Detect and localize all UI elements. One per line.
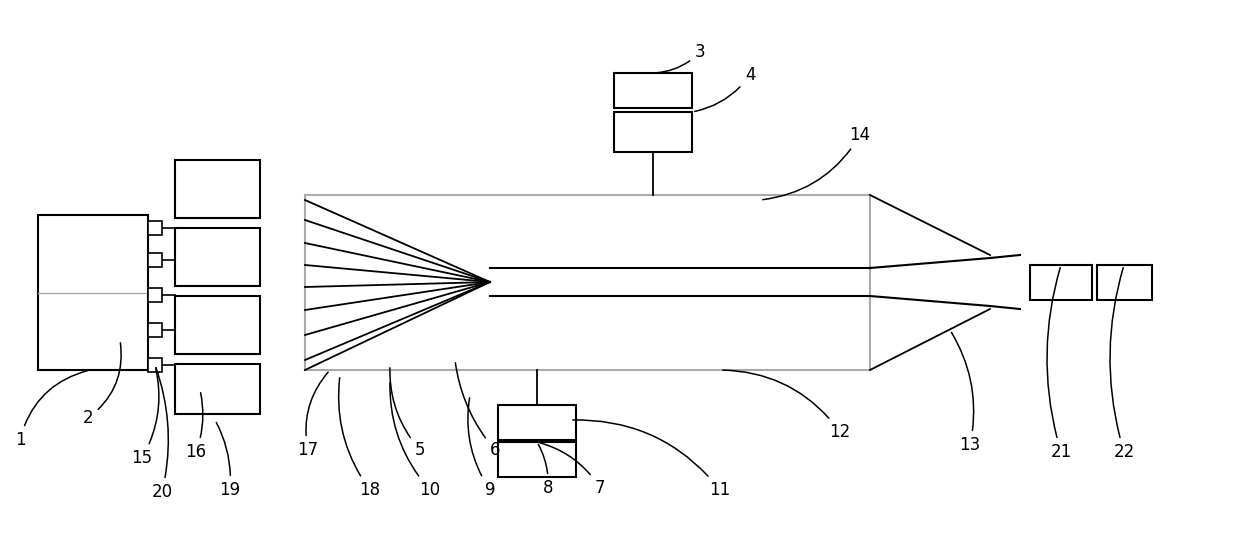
Text: 22: 22	[1110, 268, 1135, 461]
Bar	[148, 221, 162, 235]
Text: 15: 15	[131, 368, 159, 467]
Text: 8: 8	[538, 444, 553, 497]
Bar	[175, 296, 260, 354]
Text: 20: 20	[151, 368, 172, 501]
Text: 11: 11	[573, 420, 730, 499]
Text: 18: 18	[339, 378, 381, 499]
Bar	[1097, 265, 1152, 300]
Bar	[148, 358, 162, 372]
Text: 1: 1	[15, 371, 87, 449]
Bar	[175, 364, 260, 414]
Text: 12: 12	[723, 370, 851, 441]
Text: 14: 14	[763, 126, 870, 200]
Bar	[1030, 265, 1092, 300]
Text: 3: 3	[656, 43, 706, 73]
Bar	[38, 215, 148, 370]
Bar	[498, 405, 577, 440]
Text: 17: 17	[298, 372, 329, 459]
Text: 16: 16	[186, 393, 207, 461]
Text: 7: 7	[539, 443, 605, 497]
Text: 9: 9	[467, 398, 495, 499]
Text: 6: 6	[455, 363, 500, 459]
Bar	[148, 288, 162, 302]
Text: 5: 5	[389, 368, 425, 459]
Bar	[614, 112, 692, 152]
Text: 4: 4	[694, 66, 755, 111]
Text: 10: 10	[389, 383, 440, 499]
Bar	[175, 228, 260, 286]
Bar	[614, 73, 692, 108]
Bar	[148, 253, 162, 267]
Text: 21: 21	[1047, 268, 1071, 461]
Bar	[175, 160, 260, 218]
Text: 13: 13	[951, 333, 981, 454]
Bar	[305, 195, 870, 370]
Text: 19: 19	[216, 423, 241, 499]
Bar	[148, 323, 162, 337]
Bar	[498, 442, 577, 477]
Text: 2: 2	[83, 343, 122, 427]
